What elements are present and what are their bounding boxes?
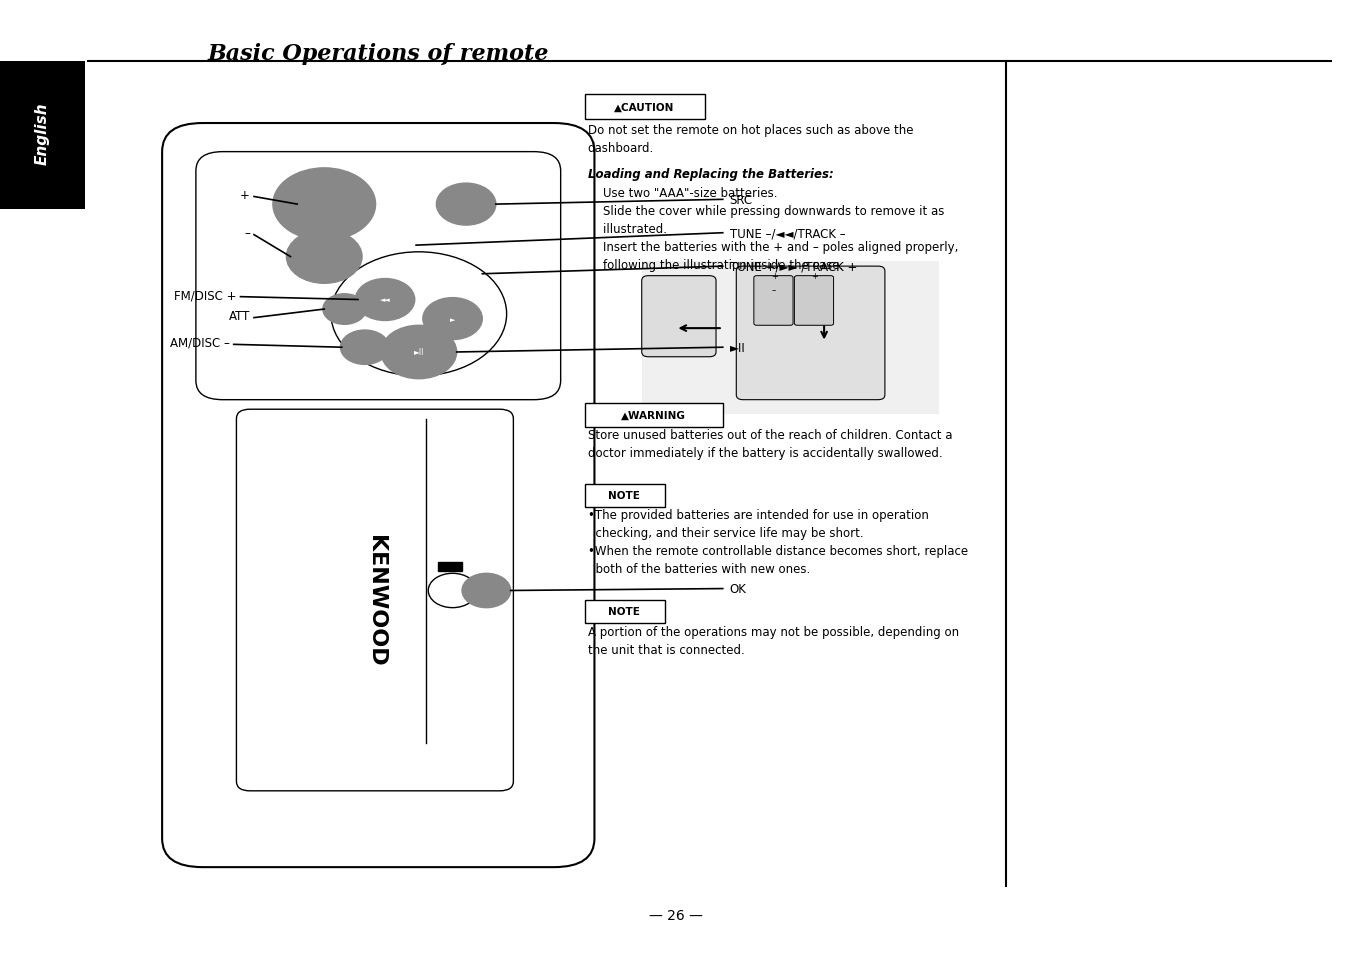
Text: SRC: SRC xyxy=(730,193,753,207)
Text: Do not set the remote on hot places such as above the
dashboard.: Do not set the remote on hot places such… xyxy=(588,124,913,154)
Text: –: – xyxy=(771,286,777,295)
Circle shape xyxy=(286,231,362,284)
FancyBboxPatch shape xyxy=(585,403,723,428)
Text: •The provided batteries are intended for use in operation
  checking, and their : •The provided batteries are intended for… xyxy=(588,509,967,576)
Bar xyxy=(0,62,85,210)
Text: Loading and Replacing the Batteries:: Loading and Replacing the Batteries: xyxy=(588,168,834,181)
FancyBboxPatch shape xyxy=(754,276,793,326)
Text: TUNE –/◄◄/TRACK –: TUNE –/◄◄/TRACK – xyxy=(730,227,846,240)
Text: ◄◄: ◄◄ xyxy=(380,297,390,303)
Circle shape xyxy=(273,169,376,241)
Text: ►II: ►II xyxy=(730,341,746,355)
Text: TUNE +/►► /TRACK +: TUNE +/►► /TRACK + xyxy=(730,260,857,274)
Text: FM/DISC +: FM/DISC + xyxy=(174,289,236,302)
Text: Store unused batteries out of the reach of children. Contact a
doctor immediatel: Store unused batteries out of the reach … xyxy=(588,429,952,459)
Circle shape xyxy=(428,574,477,608)
Text: Use two "AAA"-size batteries.
    Slide the cover while pressing downwards to re: Use two "AAA"-size batteries. Slide the … xyxy=(588,187,958,272)
Text: A portion of the operations may not be possible, depending on
the unit that is c: A portion of the operations may not be p… xyxy=(588,625,959,656)
Circle shape xyxy=(436,184,496,226)
Circle shape xyxy=(381,326,457,379)
Text: ATT: ATT xyxy=(228,310,250,323)
Circle shape xyxy=(340,331,389,365)
Text: AM/DISC –: AM/DISC – xyxy=(170,336,230,350)
Text: NOTE: NOTE xyxy=(608,607,640,617)
Circle shape xyxy=(462,574,511,608)
Text: +: + xyxy=(811,272,819,281)
Circle shape xyxy=(323,294,366,325)
FancyBboxPatch shape xyxy=(585,484,665,507)
Text: ▲CAUTION: ▲CAUTION xyxy=(615,103,674,112)
Circle shape xyxy=(423,298,482,340)
Text: NOTE: NOTE xyxy=(608,491,640,500)
FancyBboxPatch shape xyxy=(236,410,513,791)
FancyBboxPatch shape xyxy=(196,152,561,400)
FancyBboxPatch shape xyxy=(642,276,716,357)
Text: OK: OK xyxy=(730,582,746,596)
FancyBboxPatch shape xyxy=(585,600,665,623)
Text: –: – xyxy=(245,227,250,240)
Bar xyxy=(642,262,939,415)
Text: ►II: ►II xyxy=(413,348,424,357)
FancyBboxPatch shape xyxy=(162,124,594,867)
FancyBboxPatch shape xyxy=(794,276,834,326)
FancyBboxPatch shape xyxy=(736,267,885,400)
Text: — 26 —: — 26 — xyxy=(648,908,703,922)
Text: English: English xyxy=(34,102,50,165)
Text: ▲WARNING: ▲WARNING xyxy=(621,411,686,420)
Circle shape xyxy=(331,253,507,376)
Circle shape xyxy=(355,279,415,321)
Text: ►: ► xyxy=(450,316,455,322)
FancyBboxPatch shape xyxy=(585,95,705,120)
Text: KENWOOD: KENWOOD xyxy=(366,535,385,666)
Text: Basic Operations of remote: Basic Operations of remote xyxy=(208,43,549,65)
Text: +: + xyxy=(770,272,778,281)
Text: +: + xyxy=(240,189,250,202)
Bar xyxy=(438,562,462,572)
